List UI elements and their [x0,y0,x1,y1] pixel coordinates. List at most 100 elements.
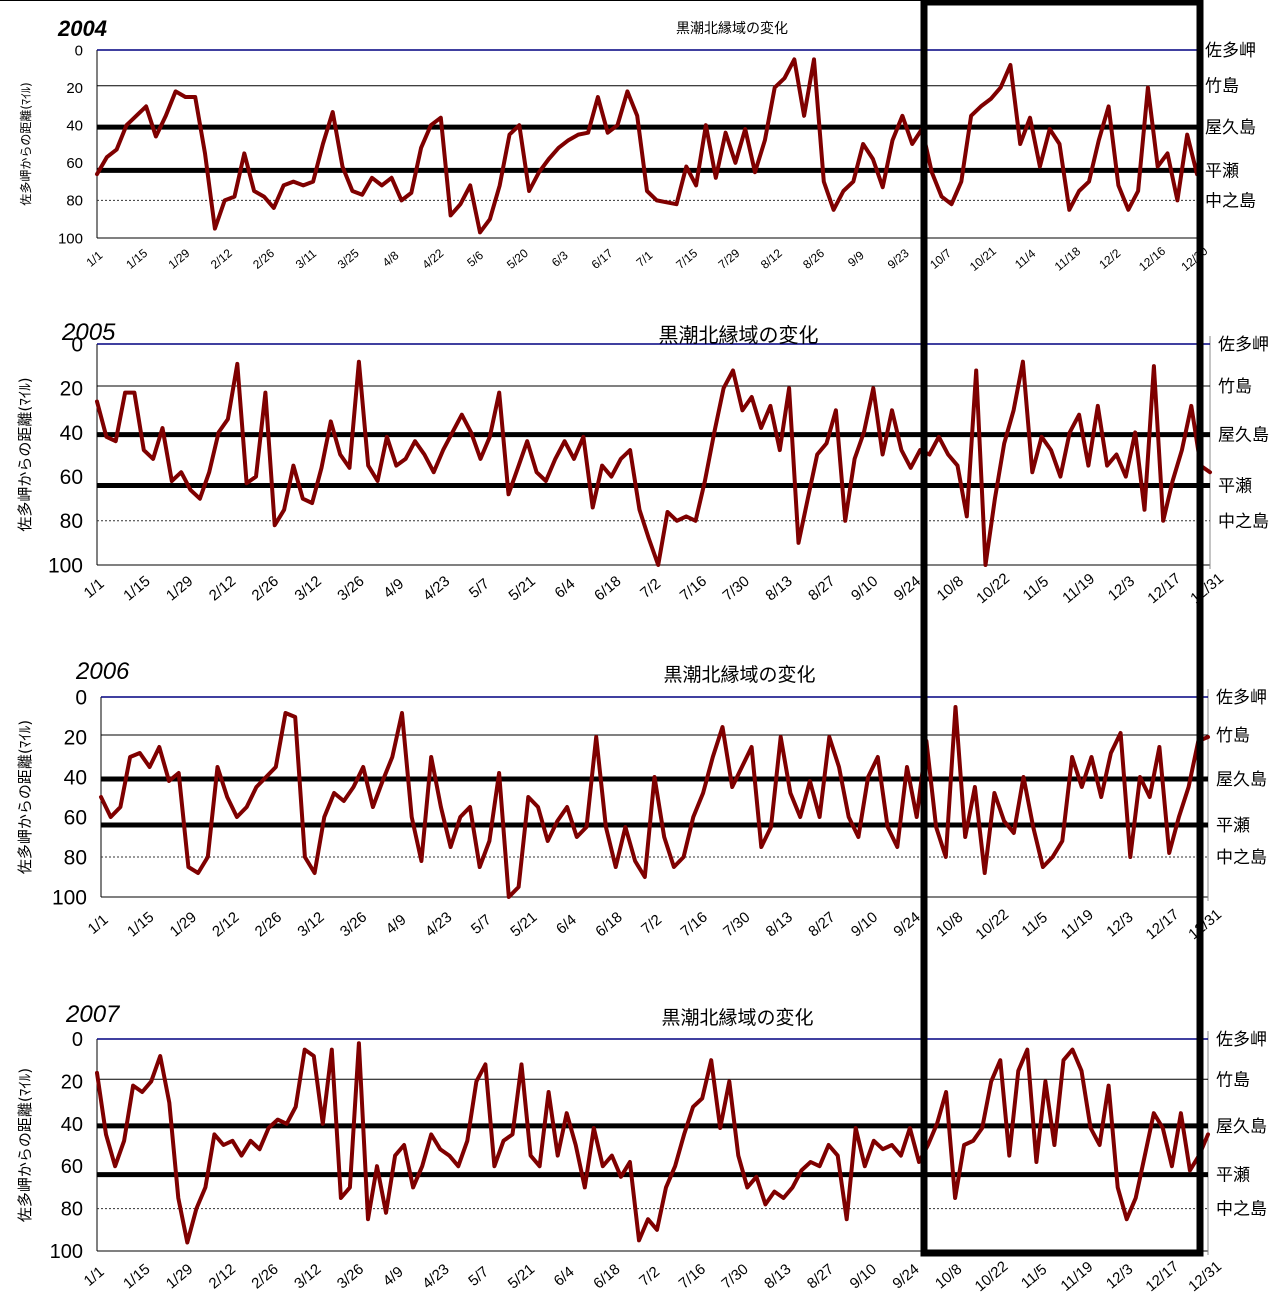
x-tick-label: 6/4 [552,575,579,601]
x-tick-label: 11/19 [1059,570,1098,606]
reference-label: 平瀬 [1216,816,1250,836]
x-tick-label: 8/27 [805,573,838,605]
x-tick-label: 1/1 [85,911,112,937]
y-axis-title: 佐多岬からの距離(ﾏｲﾙ) [19,82,33,205]
x-tick-label: 9/10 [847,1261,880,1293]
x-tick-label: 4/23 [422,909,455,941]
y-tick-label: 100 [52,886,87,909]
y-tick-label: 0 [71,333,83,356]
x-tick-label: 5/21 [507,909,540,941]
x-tick-label: 1/29 [167,909,200,941]
x-tick-label: 6/17 [589,246,616,272]
x-tick-label: 12/17 [1143,1258,1183,1295]
x-tick-label: 4/23 [420,573,453,605]
series-line-2007 [95,1041,1210,1245]
x-tick-label: 12/17 [1144,570,1184,607]
reference-label: 中之島 [1216,848,1267,868]
x-tick-label: 11/19 [1057,1258,1096,1294]
chart-year-label: 2006 [75,658,130,685]
x-tick-label: 2/26 [252,909,285,941]
y-tick-label: 100 [48,554,83,577]
x-tick-label: 2/12 [209,909,242,941]
x-tick-label: 3/12 [291,573,324,605]
reference-label: 佐多岬 [1216,688,1267,708]
y-tick-label: 60 [60,466,83,489]
y-tick-label: 80 [61,1199,83,1221]
x-tick-label: 12/31 [1185,1258,1225,1295]
x-tick-label: 8/27 [805,909,838,941]
x-tick-label: 9/24 [889,1261,922,1293]
x-tick-label: 10/22 [972,906,1012,943]
reference-label: 中之島 [1205,191,1256,211]
x-tick-label: 1/15 [124,909,157,941]
x-tick-label: 8/13 [761,1261,794,1293]
x-tick-label: 12/17 [1143,906,1183,943]
x-tick-label: 3/26 [334,573,367,605]
x-tick-label: 10/8 [932,1261,965,1293]
x-tick-label: 1/15 [120,573,153,605]
x-tick-label: 12/16 [1136,244,1168,274]
x-tick-label: 2/26 [248,1261,281,1293]
x-tick-label: 8/27 [804,1261,837,1293]
series-line-2004 [95,57,1199,235]
x-tick-label: 2/12 [208,246,235,272]
x-tick-label: 2/12 [206,573,239,605]
x-tick-label: 11/5 [1018,1261,1050,1292]
x-tick-label: 2/26 [250,246,277,272]
x-tick-label: 11/18 [1052,244,1084,274]
x-tick-label: 8/13 [762,573,795,605]
highlight-box [920,0,1204,1257]
x-tick-label: 9/10 [848,573,881,605]
x-tick-label: 9/24 [891,573,924,605]
x-tick-label: 4/9 [380,1263,407,1289]
x-tick-label: 3/25 [335,246,362,272]
x-tick-label: 1/29 [163,1261,196,1293]
reference-label: 竹島 [1218,377,1252,397]
top-rule [0,0,1201,1]
x-tick-label: 4/9 [383,911,410,937]
x-tick-label: 9/24 [890,909,923,941]
x-tick-label: 7/30 [720,909,753,941]
y-tick-label: 40 [66,117,83,134]
y-tick-label: 40 [61,1114,83,1136]
x-tick-label: 1/1 [81,1263,108,1289]
x-tick-label: 3/12 [294,909,327,941]
series-line-2005 [95,359,1212,567]
x-tick-label: 12/3 [1103,1261,1136,1293]
y-tick-label: 60 [64,806,87,829]
x-tick-label: 2/26 [249,573,282,605]
x-tick-label: 4/9 [380,575,407,601]
reference-label: 屋久島 [1218,426,1269,446]
y-tick-label: 60 [61,1156,83,1178]
x-tick-label: 7/15 [673,246,700,272]
x-tick-label: 11/5 [1019,909,1051,940]
x-tick-label: 7/16 [677,573,710,605]
reference-label: 中之島 [1218,512,1269,532]
x-tick-label: 10/21 [967,244,999,274]
x-tick-label: 3/12 [291,1261,324,1293]
y-tick-label: 20 [66,80,83,97]
x-tick-label: 4/8 [380,248,402,270]
x-tick-label: 7/30 [720,573,753,605]
reference-label: 佐多岬 [1216,1030,1267,1050]
x-tick-label: 5/20 [504,246,531,272]
x-tick-label: 11/5 [1020,573,1052,604]
x-tick-label: 3/26 [334,1261,367,1293]
x-tick-label: 11/4 [1012,246,1038,271]
chart-title: 黒潮北縁域の変化 [676,20,788,37]
x-tick-label: 12/31 [1187,570,1227,607]
x-tick-label: 7/1 [634,248,656,270]
y-axis-title: 佐多岬からの距離(ﾏｲﾙ) [16,1068,34,1222]
x-tick-label: 7/2 [638,911,665,937]
x-tick-label: 5/7 [465,1263,492,1289]
x-tick-label: 1/1 [81,575,108,601]
chart-year-label: 2007 [65,1001,121,1028]
x-tick-label: 12/3 [1103,909,1136,941]
x-tick-label: 4/23 [419,1261,452,1293]
x-tick-label: 6/4 [551,1263,578,1289]
x-tick-label: 1/29 [163,573,196,605]
series-line-2006 [99,705,1210,899]
y-tick-label: 0 [75,42,83,59]
reference-label: 中之島 [1216,1200,1267,1220]
